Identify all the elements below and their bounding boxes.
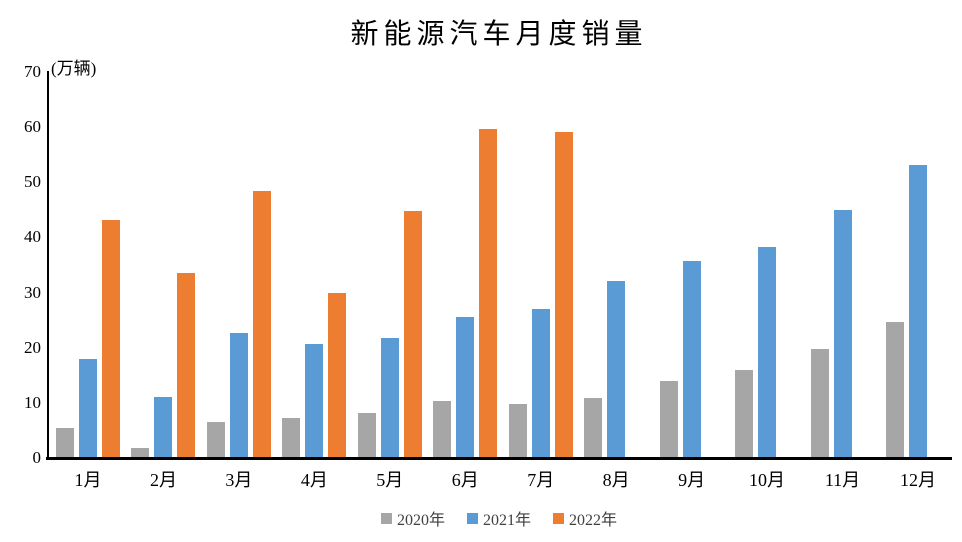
x-axis-label-1月: 1月: [74, 470, 102, 490]
x-axis-label-12月: 12月: [899, 470, 936, 490]
legend-item-2022年: 2022年: [553, 506, 617, 530]
legend-label: 2022年: [569, 512, 618, 529]
bar-2022年-4月: [328, 292, 347, 458]
x-axis-label-2月: 2月: [149, 470, 177, 490]
bar-2020年-5月: [357, 412, 376, 458]
y-axis-tick-label: 40: [24, 227, 41, 247]
bar-2022年-7月: [554, 131, 573, 458]
y-axis-tick-label: 50: [24, 172, 41, 192]
x-axis-label-7月: 7月: [527, 470, 555, 490]
x-axis-label-10月: 10月: [749, 470, 786, 490]
y-axis-unit-label: (万辆): [51, 59, 97, 78]
legend-item-2020年: 2020年: [380, 506, 445, 530]
bar-2020年-2月: [131, 448, 150, 458]
y-axis-tick-label: 10: [24, 392, 41, 412]
legend-swatch-icon: [553, 512, 564, 524]
bar-2020年-8月: [584, 398, 603, 458]
y-axis-tick-label: 30: [24, 282, 41, 302]
bar-2021年-10月: [758, 246, 777, 458]
bar-2020年-4月: [282, 417, 301, 458]
y-axis-tick-label: 60: [24, 117, 41, 137]
y-axis-tick-label: 70: [24, 62, 41, 81]
x-axis-line: [46, 457, 952, 460]
bar-2021年-3月: [229, 333, 248, 458]
bar-2021年-8月: [607, 280, 626, 458]
x-axis-label-8月: 8月: [602, 470, 630, 490]
bar-2020年-11月: [810, 348, 829, 458]
bar-2021年-6月: [456, 316, 475, 458]
bar-2021年-2月: [154, 396, 173, 458]
bar-2022年-3月: [252, 191, 271, 458]
legend-item-2021年: 2021年: [466, 506, 531, 530]
bar-2022年-2月: [177, 273, 196, 458]
bar-2021年-7月: [531, 308, 550, 458]
legend-label: 2020年: [396, 512, 445, 529]
bar-2020年-1月: [56, 428, 74, 458]
bar-2021年-1月: [79, 358, 97, 458]
legend-swatch-icon: [380, 512, 392, 524]
bar-2020年-9月: [659, 380, 678, 458]
bar-2020年-12月: [885, 321, 904, 458]
legend: 2020年 2021年 2022年: [48, 506, 950, 530]
bar-2020年-10月: [735, 369, 754, 458]
legend-swatch-icon: [466, 512, 478, 524]
bar-2021年-11月: [833, 209, 852, 458]
bar-2020年-6月: [433, 400, 452, 458]
bar-2020年-3月: [206, 422, 225, 458]
x-axis-label-3月: 3月: [225, 470, 253, 490]
bar-2022年-1月: [102, 219, 120, 458]
bar-2021年-12月: [908, 165, 927, 458]
bar-2022年-6月: [479, 129, 498, 458]
bar-2021年-5月: [380, 338, 399, 458]
bar-2022年-5月: [403, 210, 422, 458]
chart-title: 新能源汽车月度销量: [350, 19, 648, 50]
y-axis-line: [47, 71, 49, 459]
x-axis-label-4月: 4月: [300, 470, 328, 490]
x-axis-label-6月: 6月: [451, 470, 479, 490]
legend-label: 2021年: [482, 512, 531, 529]
x-axis-label-5月: 5月: [376, 470, 404, 490]
y-axis-tick-label: 20: [24, 337, 41, 357]
bar-2021年-4月: [305, 344, 324, 458]
y-axis-tick-label: 0: [32, 448, 42, 467]
x-axis-label-9月: 9月: [678, 470, 706, 490]
bar-2020年-7月: [508, 403, 527, 458]
x-axis-label-11月: 11月: [824, 470, 861, 490]
bar-2021年-9月: [682, 261, 701, 458]
